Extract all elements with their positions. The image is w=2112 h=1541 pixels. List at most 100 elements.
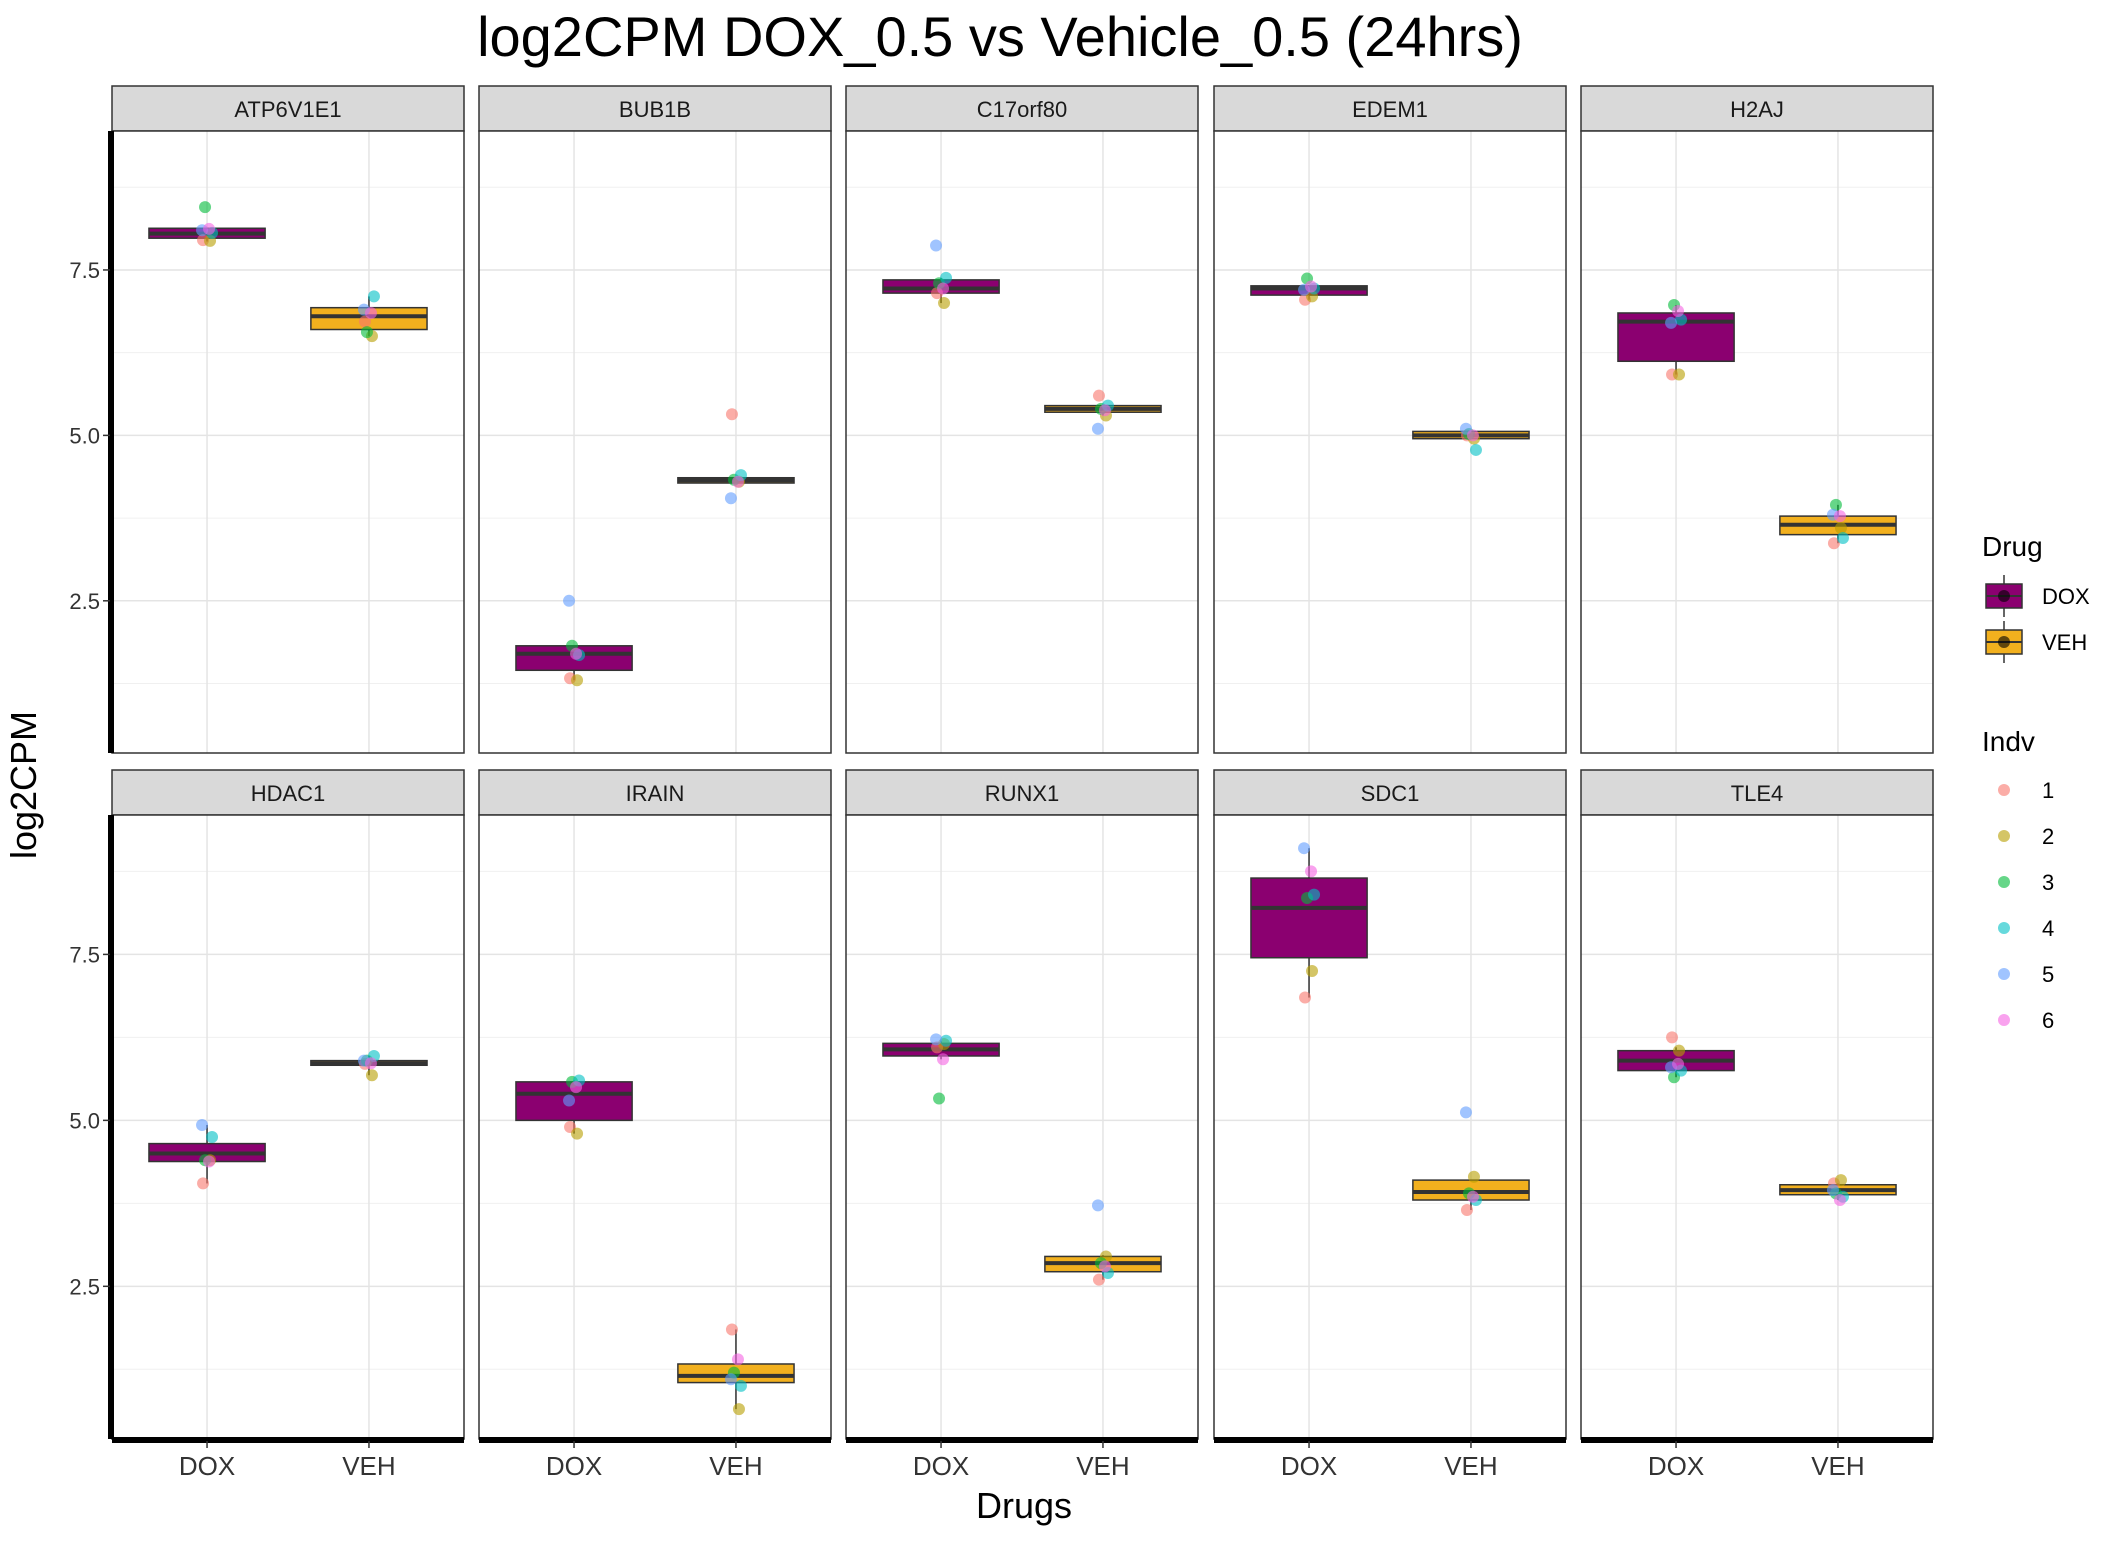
data-point-indv-6 xyxy=(1098,404,1111,417)
y-tick-label: 2.5 xyxy=(69,1274,100,1299)
x-tick-label-dox: DOX xyxy=(546,1451,602,1481)
panel-border xyxy=(1213,130,1567,754)
facet-panels: ATP6V1E1 2.5 5.0 7.5 BUB1B C17orf80 EDEM1 H2AJ H… xyxy=(69,85,1934,1481)
facet-strip xyxy=(1580,769,1934,816)
data-point-indv-6 xyxy=(364,306,377,319)
panel-border xyxy=(1580,130,1934,754)
data-point-indv-6 xyxy=(731,1353,744,1366)
legend-label-indv-6: 6 xyxy=(2042,1008,2054,1033)
legend-label-dox: DOX xyxy=(2042,584,2090,609)
panel-bub1b: BUB1B xyxy=(478,85,832,754)
facet-strip-label: EDEM1 xyxy=(1352,97,1428,122)
x-tick-label-veh: VEH xyxy=(1444,1451,1497,1481)
data-point-indv-2 xyxy=(732,1403,745,1416)
legend-key-dot xyxy=(1998,636,2010,648)
data-point-indv-4 xyxy=(1469,443,1482,456)
legend-key-indv-3 xyxy=(1998,876,2010,888)
y-tick-label: 7.5 xyxy=(69,258,100,283)
x-tick-label-veh: VEH xyxy=(1076,1451,1129,1481)
data-point-indv-6 xyxy=(570,1081,583,1094)
data-point-indv-6 xyxy=(570,647,583,660)
panel-background xyxy=(479,815,831,1439)
x-tick-label-veh: VEH xyxy=(1811,1451,1864,1481)
data-point-indv-4 xyxy=(1836,531,1849,544)
legend-key-indv-2 xyxy=(1998,830,2010,842)
data-point-indv-1 xyxy=(1666,1031,1679,1044)
data-point-indv-2 xyxy=(1467,1170,1480,1183)
chart-title: log2CPM DOX_0.5 vs Vehicle_0.5 (24hrs) xyxy=(477,5,1523,68)
data-point-indv-5 xyxy=(1665,316,1678,329)
data-point-indv-1 xyxy=(358,315,371,328)
legend-label-indv-4: 4 xyxy=(2042,916,2054,941)
data-point-indv-1 xyxy=(1092,1273,1105,1286)
data-point-indv-5 xyxy=(563,594,576,607)
data-point-indv-2 xyxy=(571,1127,584,1140)
data-point-indv-1 xyxy=(725,1323,738,1336)
legend-key-indv-6 xyxy=(1998,1014,2010,1026)
data-point-indv-6 xyxy=(731,475,744,488)
box-dox xyxy=(1250,877,1368,959)
data-point-indv-6 xyxy=(1833,510,1846,523)
data-point-indv-2 xyxy=(571,674,584,687)
data-point-indv-3 xyxy=(360,326,373,339)
x-tick-label-veh: VEH xyxy=(709,1451,762,1481)
facet-strip-label: H2AJ xyxy=(1730,97,1784,122)
x-tick-label-dox: DOX xyxy=(1648,1451,1704,1481)
facet-strip xyxy=(845,769,1199,816)
facet-strip-label: C17orf80 xyxy=(977,97,1068,122)
data-point-indv-1 xyxy=(1092,389,1105,402)
data-point-indv-2 xyxy=(1673,1044,1686,1057)
legend-label-indv-3: 3 xyxy=(2042,870,2054,895)
data-point-indv-2 xyxy=(1834,522,1847,535)
panel-sdc1: SDC1 DOX VEH xyxy=(1213,769,1567,1481)
data-point-indv-6 xyxy=(937,282,950,295)
data-point-indv-6 xyxy=(1098,1260,1111,1273)
facet-strip xyxy=(845,85,1199,132)
legend-key-indv-4 xyxy=(1998,922,2010,934)
facet-strip xyxy=(111,769,465,816)
data-point-indv-1 xyxy=(1460,1203,1473,1216)
data-point-indv-2 xyxy=(1673,368,1686,381)
data-point-indv-6 xyxy=(203,1155,216,1168)
facet-strip xyxy=(1213,85,1567,132)
data-point-indv-4 xyxy=(367,290,380,303)
data-point-indv-5 xyxy=(930,1033,943,1046)
data-point-indv-4 xyxy=(206,1130,219,1143)
facet-strip xyxy=(478,85,832,132)
panel-background xyxy=(846,815,1198,1439)
panel-irain: IRAIN DOX VEH xyxy=(478,769,832,1481)
data-point-indv-6 xyxy=(937,1053,950,1066)
panel-c17orf80: C17orf80 xyxy=(845,85,1199,754)
data-point-indv-6 xyxy=(203,222,216,235)
data-point-indv-1 xyxy=(1299,991,1312,1004)
y-tick-label: 5.0 xyxy=(69,1108,100,1133)
panel-background xyxy=(1214,131,1566,753)
data-point-indv-6 xyxy=(1466,1190,1479,1203)
panel-background xyxy=(112,131,464,753)
panel-border xyxy=(478,130,832,754)
data-point-indv-5 xyxy=(724,492,737,505)
data-point-indv-5 xyxy=(563,1094,576,1107)
facet-strip xyxy=(1213,769,1567,816)
legend-label-indv-2: 2 xyxy=(2042,824,2054,849)
panel-edem1: EDEM1 xyxy=(1213,85,1567,754)
data-point-indv-1 xyxy=(1827,537,1840,550)
data-point-indv-6 xyxy=(1672,304,1685,317)
data-point-indv-2 xyxy=(365,1069,378,1082)
facet-strip-label: SDC1 xyxy=(1361,781,1420,806)
data-point-indv-6 xyxy=(1833,1194,1846,1207)
data-point-indv-6 xyxy=(1305,865,1318,878)
data-point-indv-6 xyxy=(1466,429,1479,442)
facet-strip-label: ATP6V1E1 xyxy=(234,97,341,122)
facet-strip-label: TLE4 xyxy=(1731,781,1784,806)
data-point-indv-2 xyxy=(1834,1174,1847,1187)
data-point-indv-5 xyxy=(1298,842,1311,855)
data-point-indv-5 xyxy=(1459,1106,1472,1119)
y-axis-title: log2CPM xyxy=(3,711,44,859)
panel-background xyxy=(1581,815,1933,1439)
legend-key-dot xyxy=(1998,590,2010,602)
data-point-indv-5 xyxy=(196,1119,209,1132)
data-point-indv-5 xyxy=(1091,422,1104,435)
